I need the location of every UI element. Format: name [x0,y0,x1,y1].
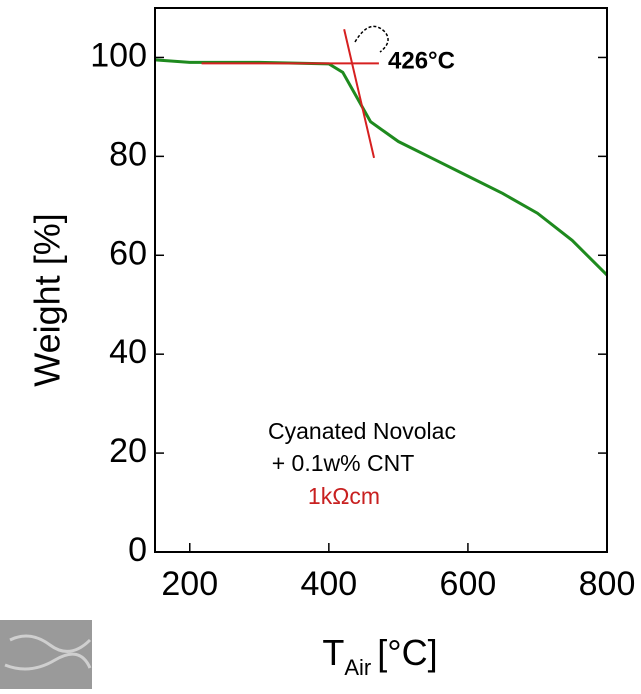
y-tick-label: 0 [128,531,147,569]
x-label-unit: [°C] [377,632,437,673]
y-axis-label: Weight [%] [27,213,68,386]
x-axis-label: TAir [°C] [322,632,437,680]
resistivity: 1kΩcm [308,483,380,509]
y-tick-label: 80 [109,135,147,173]
data-line [154,58,609,277]
tangent-line [343,29,376,159]
plot-frame [154,7,608,553]
y-tick-label: 20 [109,432,147,470]
x-label-main: T [322,632,344,673]
x-tick-label: 400 [300,565,357,603]
y-tick-label: 40 [109,333,147,371]
label-line: Cyanated Novolac [268,418,456,444]
annotation-arrow [354,25,389,53]
x-label-sub: Air [344,655,371,680]
y-tick-label: 60 [109,234,147,272]
x-tick-label: 200 [161,565,218,603]
x-tick-label: 600 [440,565,497,603]
sem-texture [4,634,92,671]
y-tick-label: 100 [90,36,147,74]
label-line: + 0.1w% CNT [272,450,415,476]
x-tick-label: 800 [579,565,636,603]
annotation: 426°C [388,47,455,74]
